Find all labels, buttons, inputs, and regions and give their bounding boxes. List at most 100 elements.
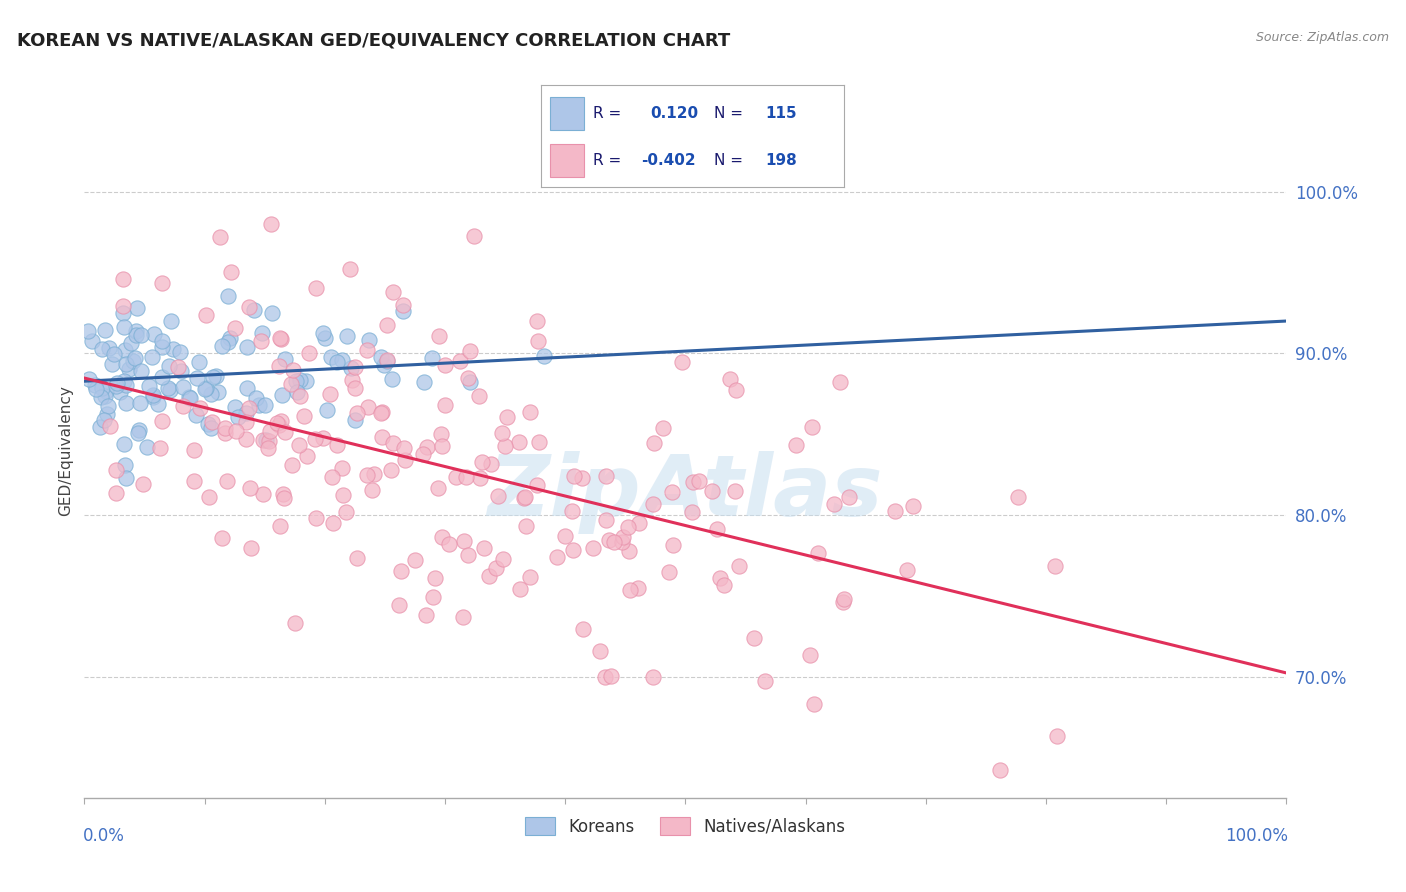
Point	[201, 415, 224, 429]
Point	[169, 364, 191, 378]
Point	[238, 300, 260, 314]
Point	[371, 430, 394, 444]
Point	[169, 344, 191, 359]
Text: N =: N =	[714, 106, 742, 121]
Point	[479, 457, 502, 471]
Text: KOREAN VS NATIVE/ALASKAN GED/EQUIVALENCY CORRELATION CHART: KOREAN VS NATIVE/ALASKAN GED/EQUIVALENCY…	[17, 31, 730, 49]
Point	[444, 470, 467, 484]
Point	[270, 332, 292, 346]
Point	[370, 350, 392, 364]
Point	[433, 398, 456, 412]
Point	[211, 531, 233, 545]
Point	[304, 432, 326, 446]
Point	[643, 435, 665, 450]
Point	[120, 336, 142, 351]
Legend: Koreans, Natives/Alaskans: Koreans, Natives/Alaskans	[519, 810, 852, 842]
Point	[312, 326, 335, 340]
Point	[426, 481, 449, 495]
Point	[437, 537, 460, 551]
Point	[658, 565, 681, 579]
Point	[166, 359, 188, 374]
Point	[112, 272, 135, 286]
Point	[322, 516, 344, 530]
Point	[595, 468, 617, 483]
Point	[527, 334, 550, 348]
Point	[124, 328, 146, 343]
Point	[283, 363, 305, 377]
Point	[142, 388, 165, 402]
Point	[162, 342, 184, 356]
Point	[208, 230, 231, 244]
Point	[188, 401, 211, 415]
Point	[118, 362, 141, 376]
Point	[572, 622, 595, 636]
Point	[288, 373, 311, 387]
Point	[595, 513, 617, 527]
Point	[603, 534, 626, 549]
Point	[257, 434, 280, 448]
Point	[370, 406, 392, 420]
Point	[150, 334, 173, 348]
Point	[449, 353, 471, 368]
Point	[561, 503, 583, 517]
Point	[486, 489, 509, 503]
Point	[801, 419, 824, 434]
Point	[681, 505, 703, 519]
Point	[1007, 490, 1029, 504]
Point	[357, 401, 380, 415]
Point	[339, 361, 361, 376]
Point	[709, 570, 731, 584]
Point	[211, 339, 233, 353]
Point	[285, 374, 308, 388]
Point	[235, 432, 257, 446]
Point	[305, 510, 328, 524]
Point	[458, 375, 481, 389]
Point	[612, 530, 634, 544]
Point	[108, 385, 131, 400]
Point	[332, 488, 354, 502]
Point	[434, 358, 457, 372]
Point	[94, 389, 117, 403]
Point	[250, 334, 273, 348]
Point	[239, 541, 262, 555]
Point	[589, 644, 612, 658]
Point	[375, 354, 398, 368]
Point	[617, 520, 640, 534]
Point	[194, 383, 217, 397]
Point	[988, 764, 1011, 778]
Point	[380, 463, 402, 477]
Point	[207, 384, 229, 399]
Point	[292, 409, 315, 423]
Bar	[550, 97, 583, 130]
Point	[141, 350, 163, 364]
Point	[280, 377, 302, 392]
Point	[132, 476, 155, 491]
Point	[214, 426, 236, 441]
Point	[90, 381, 112, 395]
Point	[236, 381, 259, 395]
Point	[273, 491, 295, 505]
Point	[389, 564, 412, 578]
Point	[197, 491, 219, 505]
Point	[305, 280, 328, 294]
Point	[373, 358, 395, 372]
Point	[412, 376, 434, 390]
Point	[430, 530, 453, 544]
Point	[150, 276, 173, 290]
Point	[661, 485, 683, 500]
Point	[125, 301, 148, 315]
Point	[830, 375, 852, 389]
Point	[430, 439, 453, 453]
Point	[330, 352, 353, 367]
Point	[247, 398, 270, 412]
Point	[111, 306, 134, 320]
Point	[803, 697, 825, 711]
Point	[344, 412, 367, 426]
Point	[202, 369, 225, 384]
Point	[554, 529, 576, 543]
Text: N =: N =	[714, 153, 742, 169]
Point	[93, 323, 115, 337]
Point	[112, 320, 135, 334]
Point	[404, 553, 426, 567]
Point	[273, 351, 295, 366]
